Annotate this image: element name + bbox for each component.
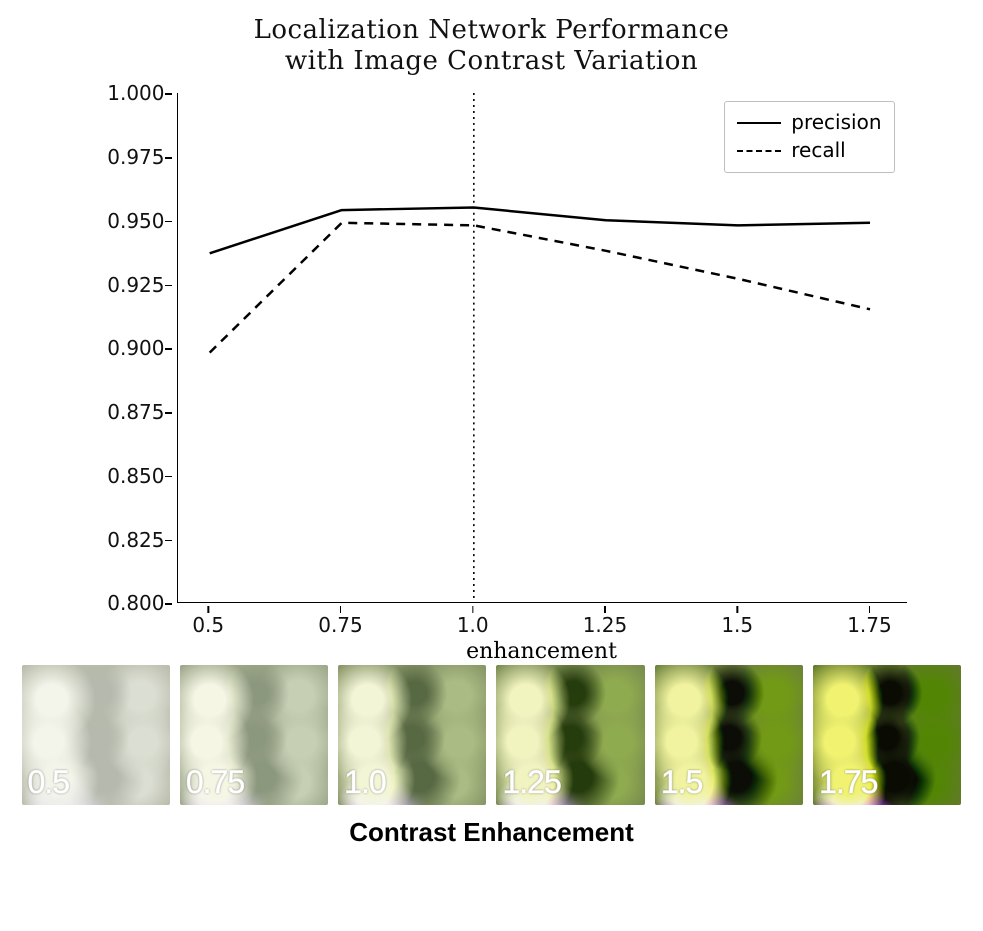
thumbnail: 1.0 — [338, 665, 486, 805]
series-precision — [209, 208, 869, 254]
thumbnail: 0.75 — [180, 665, 328, 805]
y-tick: 0.875 — [57, 400, 165, 424]
y-tick: 0.850 — [57, 464, 165, 488]
y-tick: 0.975 — [57, 145, 165, 169]
legend: precision recall — [724, 101, 894, 173]
thumbnail-label: 1.75 — [819, 764, 877, 801]
y-tick: 0.825 — [57, 528, 165, 552]
x-tick: 0.5 — [192, 613, 224, 637]
thumbnail: 1.5 — [655, 665, 803, 805]
x-tick: 1.25 — [583, 613, 628, 637]
thumbnail-label: 0.5 — [28, 764, 69, 801]
thumbnail-label: 1.0 — [344, 764, 385, 801]
y-tick: 0.950 — [57, 209, 165, 233]
thumbnail: 1.75 — [813, 665, 961, 805]
x-axis-label: enhancement — [462, 639, 622, 664]
legend-item-precision: precision — [737, 108, 881, 136]
x-tick: 1.0 — [457, 613, 489, 637]
thumbnail-label: 0.75 — [186, 764, 244, 801]
y-tick: 0.925 — [57, 273, 165, 297]
chart-title: Localization Network Performance with Im… — [20, 15, 963, 77]
plot-wrap: 0.800 0.825 0.850 0.875 0.900 0.925 0.950 0.975… — [57, 83, 927, 653]
plot-area: precision recall — [177, 93, 907, 603]
legend-item-recall: recall — [737, 136, 881, 164]
legend-label: recall — [791, 138, 845, 162]
x-tick: 1.75 — [847, 613, 892, 637]
series-recall — [209, 223, 869, 353]
y-tick: 0.900 — [57, 336, 165, 360]
y-tick: 0.800 — [57, 591, 165, 615]
thumbnail-strip: 0.5 0.75 1.0 1.25 1.5 1.75 — [22, 665, 962, 805]
chart-title-line1: Localization Network Performance — [20, 15, 963, 46]
thumbnail-label: 1.25 — [502, 764, 560, 801]
legend-label: precision — [791, 110, 881, 134]
x-tick: 1.5 — [721, 613, 753, 637]
thumbnail: 0.5 — [22, 665, 170, 805]
x-tick: 0.75 — [318, 613, 363, 637]
strip-caption: Contrast Enhancement — [20, 817, 963, 848]
chart-title-line2: with Image Contrast Variation — [20, 46, 963, 77]
y-tick: 1.000 — [57, 81, 165, 105]
thumbnail-label: 1.5 — [661, 764, 702, 801]
thumbnail: 1.25 — [496, 665, 644, 805]
